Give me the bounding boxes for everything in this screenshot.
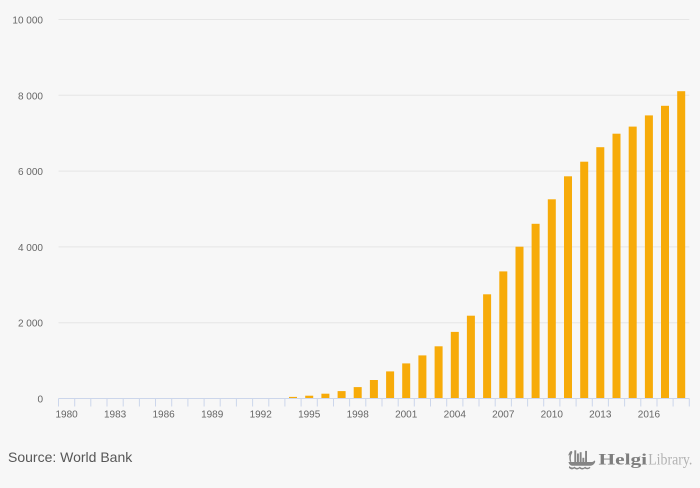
svg-text:Source: World Bank: Source: World Bank	[8, 449, 133, 465]
svg-text:1998: 1998	[347, 410, 370, 421]
svg-text:10 000: 10 000	[12, 16, 43, 27]
svg-text:1983: 1983	[104, 410, 127, 421]
svg-text:2 000: 2 000	[18, 319, 43, 330]
svg-text:2001: 2001	[395, 410, 418, 421]
svg-text:4 000: 4 000	[18, 243, 43, 254]
svg-text:2007: 2007	[492, 410, 515, 421]
svg-text:1986: 1986	[152, 410, 175, 421]
svg-text:2013: 2013	[589, 410, 612, 421]
svg-text:1989: 1989	[201, 410, 224, 421]
svg-text:2016: 2016	[638, 410, 661, 421]
svg-text:2004: 2004	[444, 410, 467, 421]
svg-text:1995: 1995	[298, 410, 321, 421]
svg-text:1980: 1980	[55, 410, 78, 421]
svg-text:Helgi: Helgi	[599, 452, 648, 469]
svg-text:0: 0	[37, 395, 43, 406]
svg-text:1992: 1992	[250, 410, 273, 421]
svg-text:2010: 2010	[541, 410, 564, 421]
svg-text:Library.: Library.	[648, 452, 692, 469]
svg-text:6 000: 6 000	[18, 167, 43, 178]
svg-text:8 000: 8 000	[18, 91, 43, 102]
